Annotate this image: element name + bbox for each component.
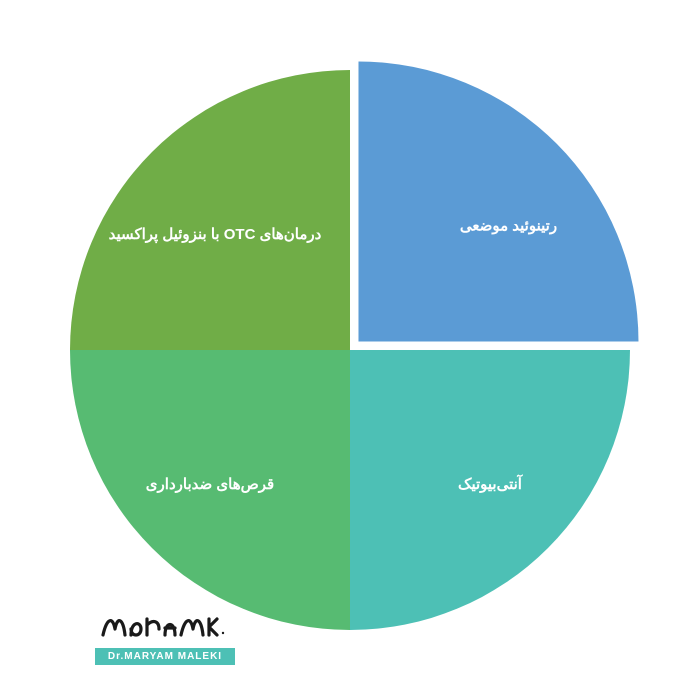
logo-name-bar: Dr.MARYAM MALEKI — [95, 648, 235, 665]
logo-script-icon — [95, 607, 235, 645]
pie-slice — [70, 70, 350, 350]
pie-slice-label: قرص‌های ضدبارداری — [146, 476, 274, 493]
pie-slice — [358, 62, 638, 342]
pie-slice-label: درمان‌های OTC با بنزوئیل پراکسید — [109, 226, 322, 244]
pie-slice-label: آنتی‌بیوتیک — [458, 474, 524, 493]
logo: Dr.MARYAM MALEKI — [95, 607, 235, 665]
pie-chart: رتینوئید موضعی آنتی‌بیوتیک قرص‌های ضدباردا… — [70, 70, 630, 630]
pie-slice-label: رتینوئید موضعی — [460, 217, 557, 234]
pie-chart-svg: رتینوئید موضعی آنتی‌بیوتیک قرص‌های ضدباردا… — [70, 70, 630, 630]
